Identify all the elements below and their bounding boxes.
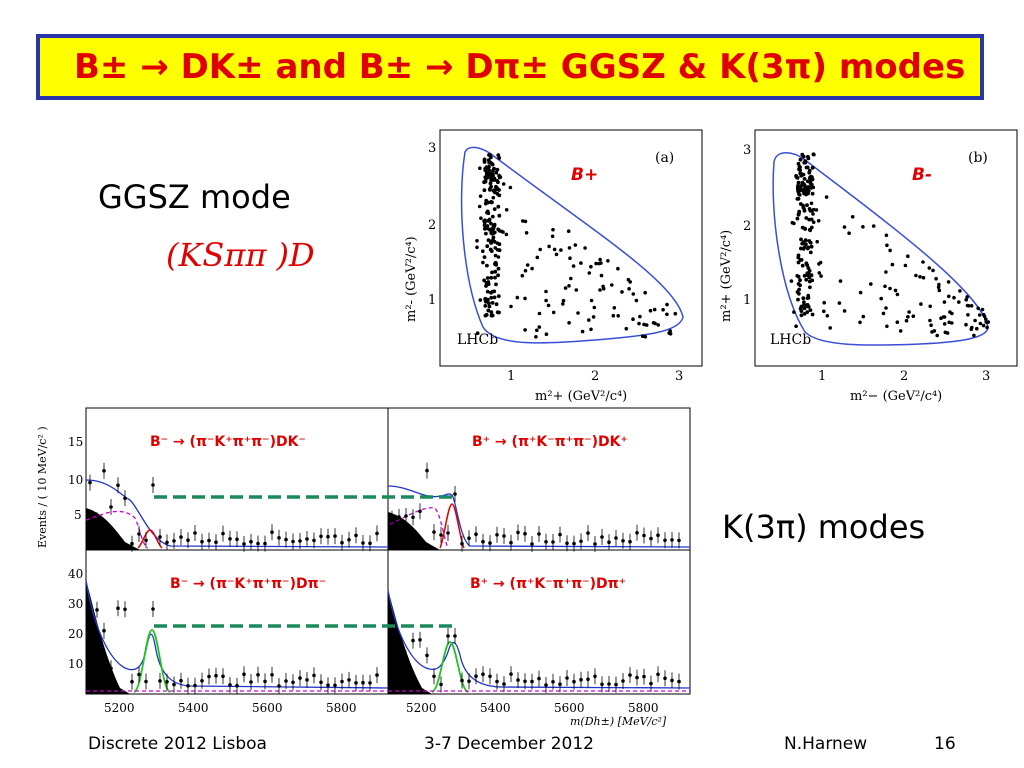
dalitz-a-bplus-label: B+ [571,165,598,185]
panel-label-2: B⁺ → (π⁺K⁻π⁺π⁻)DK⁺ [472,434,628,450]
bottom-ytick-30: 30 [68,597,83,611]
title-box: B± → DK± and B± → Dπ± GGSZ & K(3π) modes [36,34,984,100]
dalitz-b-ylabel: m²+ (GeV²/c⁴) [719,230,734,322]
dalitz-b-ytick-2: 2 [743,219,751,234]
dalitz-a-xlabel: m²+ (GeV²/c⁴) [535,389,627,404]
mass-fit-points [88,462,681,694]
dalitz-b-tag: (b) [968,150,988,166]
dalitz-b-xtick-2: 2 [900,369,908,384]
footer-conference: Discrete 2012 Lisboa [88,734,267,754]
dalitz-b-xtick-1: 1 [818,369,826,384]
dalitz-a-xtick-3: 3 [675,369,683,384]
dalitz-a-tag: (a) [655,150,674,166]
footer-author: N.Harnew [784,734,868,754]
xtick-5800-l: 5800 [326,701,357,715]
bottom-ytick-10: 10 [68,657,83,671]
top-ytick-5: 5 [74,508,82,522]
mass-xlabel: m(Dh±) [MeV/c²] [570,715,667,728]
xtick-5400-l: 5400 [178,701,209,715]
xtick-5400-r: 5400 [480,701,511,715]
dalitz-b-lhcb: LHCb [770,332,811,348]
dalitz-a-ytick-3: 3 [428,141,436,156]
dalitz-a-ytick-2: 2 [428,218,436,233]
dalitz-b-ytick-3: 3 [743,143,751,158]
dalitz-b-points [789,152,991,338]
ks-pipi-label: (KSππ )D [166,236,315,274]
dalitz-plot-a: B+ (a) LHCb 1 2 3 3 2 1 m²+ (GeV²/c⁴) m²… [404,129,703,404]
dalitz-b-xlabel: m²− (GeV²/c⁴) [850,389,942,404]
xtick-5600-l: 5600 [252,701,283,715]
xtick-5600-r: 5600 [554,701,585,715]
mass-fit-grid: B⁻ → (π⁻K⁺π⁺π⁻)DK⁻ B⁺ → (π⁺K⁻π⁺π⁻)DK⁺ B⁻… [36,407,691,728]
dalitz-a-points [475,153,678,339]
top-ytick-10: 10 [68,473,83,487]
bottom-ytick-40: 40 [68,567,83,581]
dalitz-a-lhcb: LHCb [457,332,498,348]
mass-ylabel: Events / ( 10 MeV/c² ) [36,426,49,548]
top-ytick-15: 15 [68,435,83,449]
dalitz-a-xtick-1: 1 [507,369,515,384]
dalitz-plot-b: B- (b) LHCb 1 2 3 3 2 1 m²− (GeV²/c⁴) m²… [719,129,1018,404]
dalitz-b-xtick-3: 3 [982,369,990,384]
panel-label-1: B⁻ → (π⁻K⁺π⁺π⁻)DK⁻ [150,434,306,450]
dalitz-a-ytick-1: 1 [428,293,436,308]
panel-label-4: B⁺ → (π⁺K⁻π⁺π⁻)Dπ⁺ [470,576,626,592]
ggsz-mode-label: GGSZ mode [98,178,291,216]
dalitz-a-ylabel: m²- (GeV²/c⁴) [404,236,419,322]
footer-page-number: 16 [934,734,956,754]
xtick-5200-l: 5200 [104,701,135,715]
bottom-ytick-20: 20 [68,627,83,641]
panel-label-3: B⁻ → (π⁻K⁺π⁺π⁻)Dπ⁻ [170,576,326,592]
slide-title: B± → DK± and B± → Dπ± GGSZ & K(3π) modes [74,47,966,87]
dalitz-a-xtick-2: 2 [591,369,599,384]
dalitz-b-bminus-label: B- [912,165,932,185]
footer-date: 3-7 December 2012 [424,734,594,754]
xtick-5200-r: 5200 [406,701,437,715]
dalitz-b-ytick-1: 1 [743,293,751,308]
xtick-5800-r: 5800 [628,701,659,715]
k3pi-modes-label: K(3π) modes [722,508,926,546]
